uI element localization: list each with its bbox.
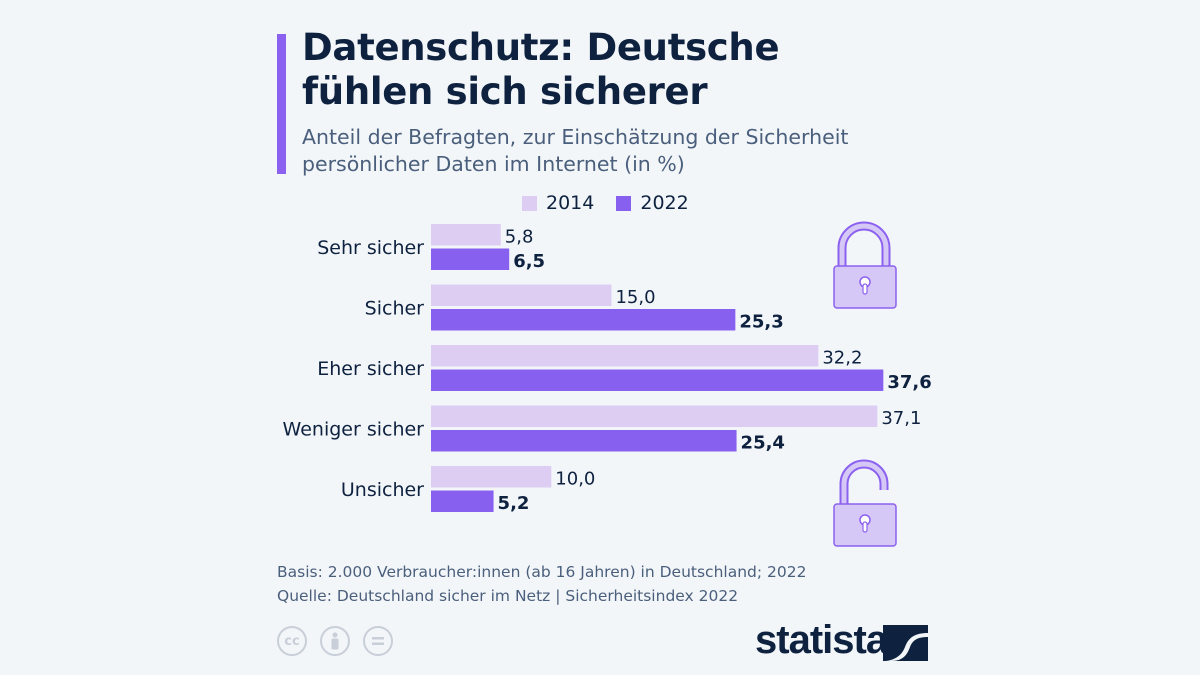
- bar-2022: [431, 309, 736, 331]
- bar-2014: [431, 224, 501, 246]
- legend-swatch-2014: [522, 195, 537, 211]
- data-label-2022: 25,4: [741, 433, 785, 454]
- footnote-source: Quelle: Deutschland sicher im Netz | Sic…: [277, 587, 739, 605]
- chart-title: Datenschutz: Deutsche fühlen sich sicher…: [302, 26, 780, 114]
- creative-commons-icon[interactable]: cc: [277, 626, 307, 656]
- bar-2022: [431, 490, 494, 512]
- open-padlock-icon: [833, 459, 897, 547]
- data-label-2022: 37,6: [887, 372, 931, 393]
- bar-2014: [431, 405, 878, 427]
- legend-label-2014: 2014: [546, 192, 595, 214]
- legend-item-2014: 2014: [522, 192, 594, 214]
- data-label-2014: 10,0: [555, 469, 595, 490]
- bar-2022: [431, 369, 884, 391]
- legend-item-2022: 2022: [616, 192, 689, 214]
- title-accent-bar: [277, 34, 286, 174]
- statista-logo[interactable]: statista: [755, 618, 888, 663]
- data-label-2014: 5,8: [505, 227, 534, 248]
- closed-padlock-icon: [833, 221, 897, 309]
- legend-label-2022: 2022: [640, 192, 689, 214]
- bar-2014: [431, 345, 819, 367]
- statista-logo-mark-icon: [883, 625, 928, 661]
- category-label: Unsicher: [341, 479, 424, 501]
- legend: 2014 2022: [522, 192, 711, 214]
- data-label-2014: 32,2: [822, 348, 862, 369]
- category-label: Eher sicher: [317, 358, 424, 380]
- bar-chart: Sehr sicher 5,8 6,5 Sicher 15,0 25,3 Eher sich…: [283, 221, 932, 547]
- bar-2014: [431, 466, 552, 488]
- equals-icon: [372, 637, 384, 645]
- data-label-2022: 6,5: [513, 251, 545, 272]
- title-line-1: Datenschutz: Deutsche: [302, 26, 780, 69]
- statista-wordmark: statista: [755, 618, 888, 662]
- chart-subtitle: Anteil der Befragten, zur Einschätzung d…: [302, 124, 848, 178]
- subtitle-line-1: Anteil der Befragten, zur Einschätzung d…: [302, 125, 849, 149]
- bar-2014: [431, 284, 612, 306]
- no-derivatives-icon[interactable]: [363, 626, 393, 656]
- data-label-2014: 37,1: [881, 408, 921, 429]
- category-label: Weniger sicher: [283, 419, 425, 441]
- person-icon: [331, 632, 339, 650]
- legend-swatch-2022: [616, 195, 632, 211]
- data-label-2014: 15,0: [615, 287, 655, 308]
- subtitle-line-2: persönlicher Daten im Internet (in %): [302, 152, 685, 176]
- bar-2022: [431, 248, 510, 270]
- attribution-icon[interactable]: [320, 626, 350, 656]
- data-label-2022: 5,2: [498, 493, 530, 514]
- category-label: Sehr sicher: [317, 237, 424, 259]
- footnote-basis: Basis: 2.000 Verbraucher:innen (ab 16 Ja…: [277, 563, 807, 581]
- title-line-2: fühlen sich sicherer: [302, 70, 708, 113]
- cc-label: cc: [284, 633, 300, 649]
- bar-2022: [431, 430, 737, 452]
- data-label-2022: 25,3: [739, 312, 783, 333]
- category-label: Sicher: [365, 298, 425, 320]
